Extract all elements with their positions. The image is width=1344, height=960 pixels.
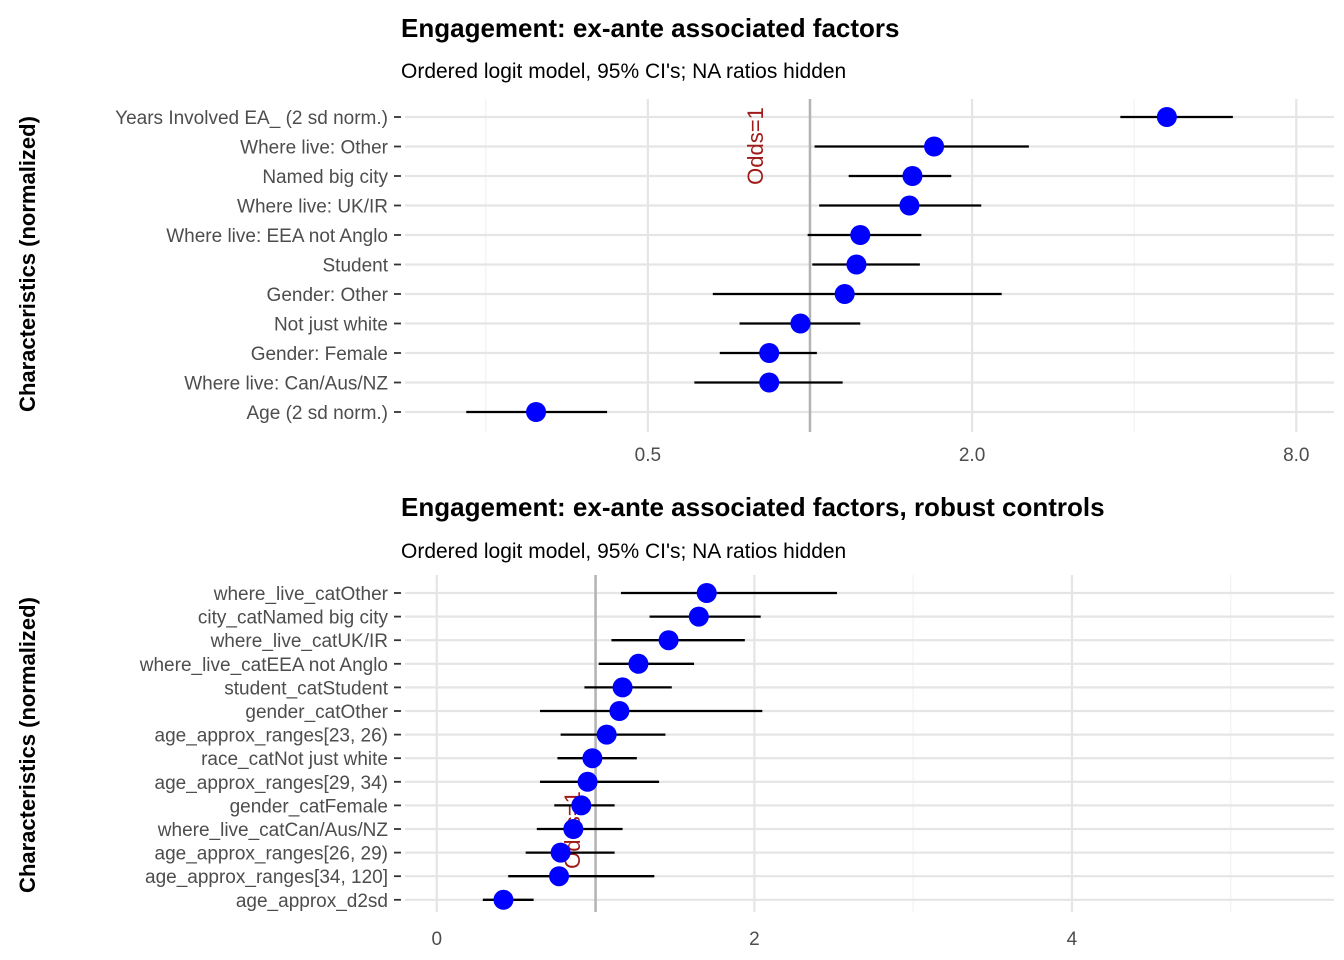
y-tick-label: Student	[323, 256, 389, 277]
plot-panel-1: 0.5 2.0 8.0 Odds=1 Years Involved EA_ (2 sd …	[115, 99, 1334, 466]
y-tick-label: Where live: EEA not Anglo	[166, 226, 388, 247]
chart-subtitle-2: Ordered logit model, 95% CI's; NA ratios…	[401, 540, 846, 563]
x-tick-label: 2.0	[959, 445, 985, 466]
estimate-point	[577, 771, 598, 792]
y-tick-label: Gender: Female	[251, 344, 388, 365]
estimate-point	[526, 402, 547, 422]
estimate-point	[571, 795, 592, 816]
reference-label: Odds=1	[743, 107, 768, 185]
y-tick-label: where_live_catOther	[213, 584, 389, 605]
chart-subtitle-1: Ordered logit model, 95% CI's; NA ratios…	[401, 60, 846, 83]
chart-title-2: Engagement: ex-ante associated factors, …	[401, 492, 1105, 522]
y-tick-label: Years Involved EA_ (2 sd norm.)	[115, 108, 388, 129]
y-tick-label: age_approx_d2sd	[236, 891, 388, 912]
estimate-point	[628, 653, 649, 674]
y-tick-label: Not just white	[274, 315, 388, 336]
x-tick-label: 0.5	[635, 445, 661, 466]
y-tick-label: age_approx_ranges[26, 29)	[155, 844, 388, 865]
estimate-point	[563, 819, 584, 839]
estimate-point	[696, 583, 717, 603]
estimate-point	[658, 630, 679, 651]
estimate-point	[493, 889, 514, 910]
estimate-point	[609, 701, 630, 721]
estimate-point	[612, 677, 633, 698]
estimate-point	[902, 166, 923, 186]
y-tick-label: age_approx_ranges[29, 34)	[155, 773, 388, 794]
estimate-point	[549, 866, 570, 887]
estimate-point	[688, 606, 709, 627]
x-tick-label: 8.0	[1283, 445, 1309, 466]
y-tick-label: age_approx_ranges[23, 26)	[155, 726, 388, 747]
y-tick-label: gender_catFemale	[230, 796, 388, 817]
y-tick-label: Where live: Other	[240, 138, 388, 159]
estimate-point	[899, 195, 920, 216]
estimate-point	[759, 343, 780, 363]
chart-title-1: Engagement: ex-ante associated factors	[401, 13, 900, 43]
y-tick-label: where_live_catEEA not Anglo	[139, 655, 388, 676]
estimate-point	[850, 225, 871, 245]
y-tick-label: gender_catOther	[245, 702, 388, 723]
y-tick-label: Where live: UK/IR	[237, 197, 388, 218]
y-tick-label: Named big city	[262, 167, 388, 188]
estimate-point	[924, 136, 945, 157]
y-tick-label: race_catNot just white	[201, 749, 388, 770]
estimate-point	[582, 748, 603, 769]
plot-panel-2: 024Odds=1where_live_catOthercity_catName…	[139, 575, 1334, 950]
y-axis-label-2: Characteristics (normalized)	[15, 597, 40, 893]
x-tick-label: 0	[431, 929, 442, 950]
y-tick-label: Gender: Other	[267, 285, 389, 306]
y-tick-label: student_catStudent	[224, 678, 388, 699]
y-tick-label: age_approx_ranges[34, 120]	[145, 867, 388, 888]
y-tick-label: where_live_catUK/IR	[210, 631, 388, 652]
x-tick-label: 4	[1067, 929, 1078, 950]
estimate-point	[1156, 107, 1177, 127]
y-tick-label: Where live: Can/Aus/NZ	[184, 374, 388, 395]
y-tick-label: city_catNamed big city	[198, 608, 389, 629]
y-tick-label: where_live_catCan/Aus/NZ	[157, 820, 389, 841]
estimate-point	[759, 372, 780, 393]
estimate-point	[596, 724, 617, 745]
y-axis-label-1: Characteristics (normalized)	[15, 116, 40, 412]
estimate-point	[846, 254, 867, 275]
x-tick-label: 2	[749, 929, 760, 950]
y-tick-label: Age (2 sd norm.)	[247, 403, 389, 424]
estimate-point	[834, 284, 855, 304]
estimate-point	[790, 313, 811, 334]
estimate-point	[550, 842, 571, 863]
